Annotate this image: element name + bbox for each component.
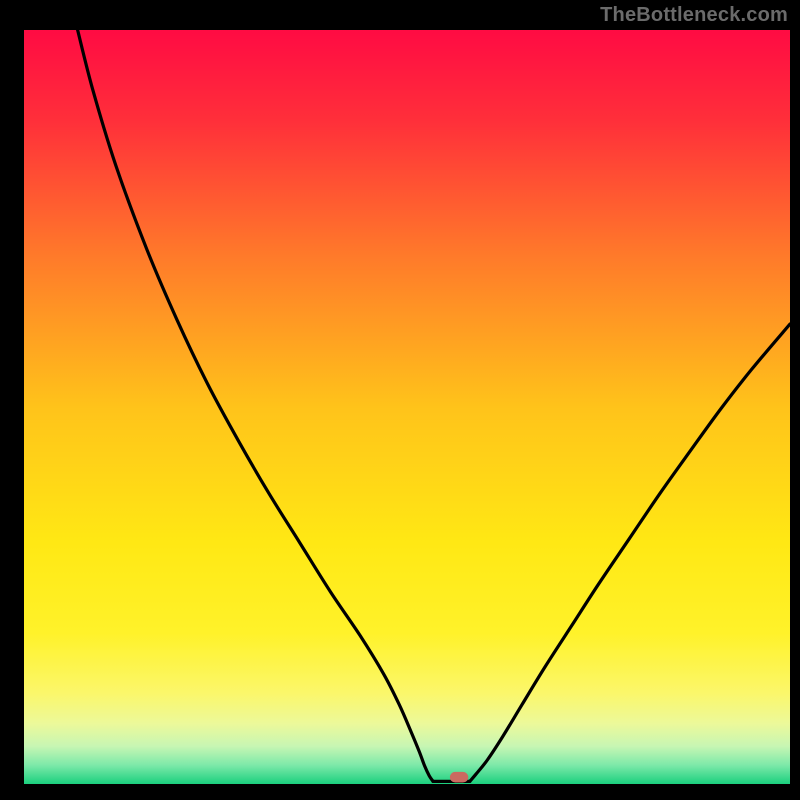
min-marker [450, 772, 468, 783]
bottleneck-chart [0, 0, 800, 800]
chart-root: TheBottleneck.com [0, 0, 800, 800]
chart-background [24, 30, 790, 784]
watermark-text: TheBottleneck.com [600, 4, 788, 27]
